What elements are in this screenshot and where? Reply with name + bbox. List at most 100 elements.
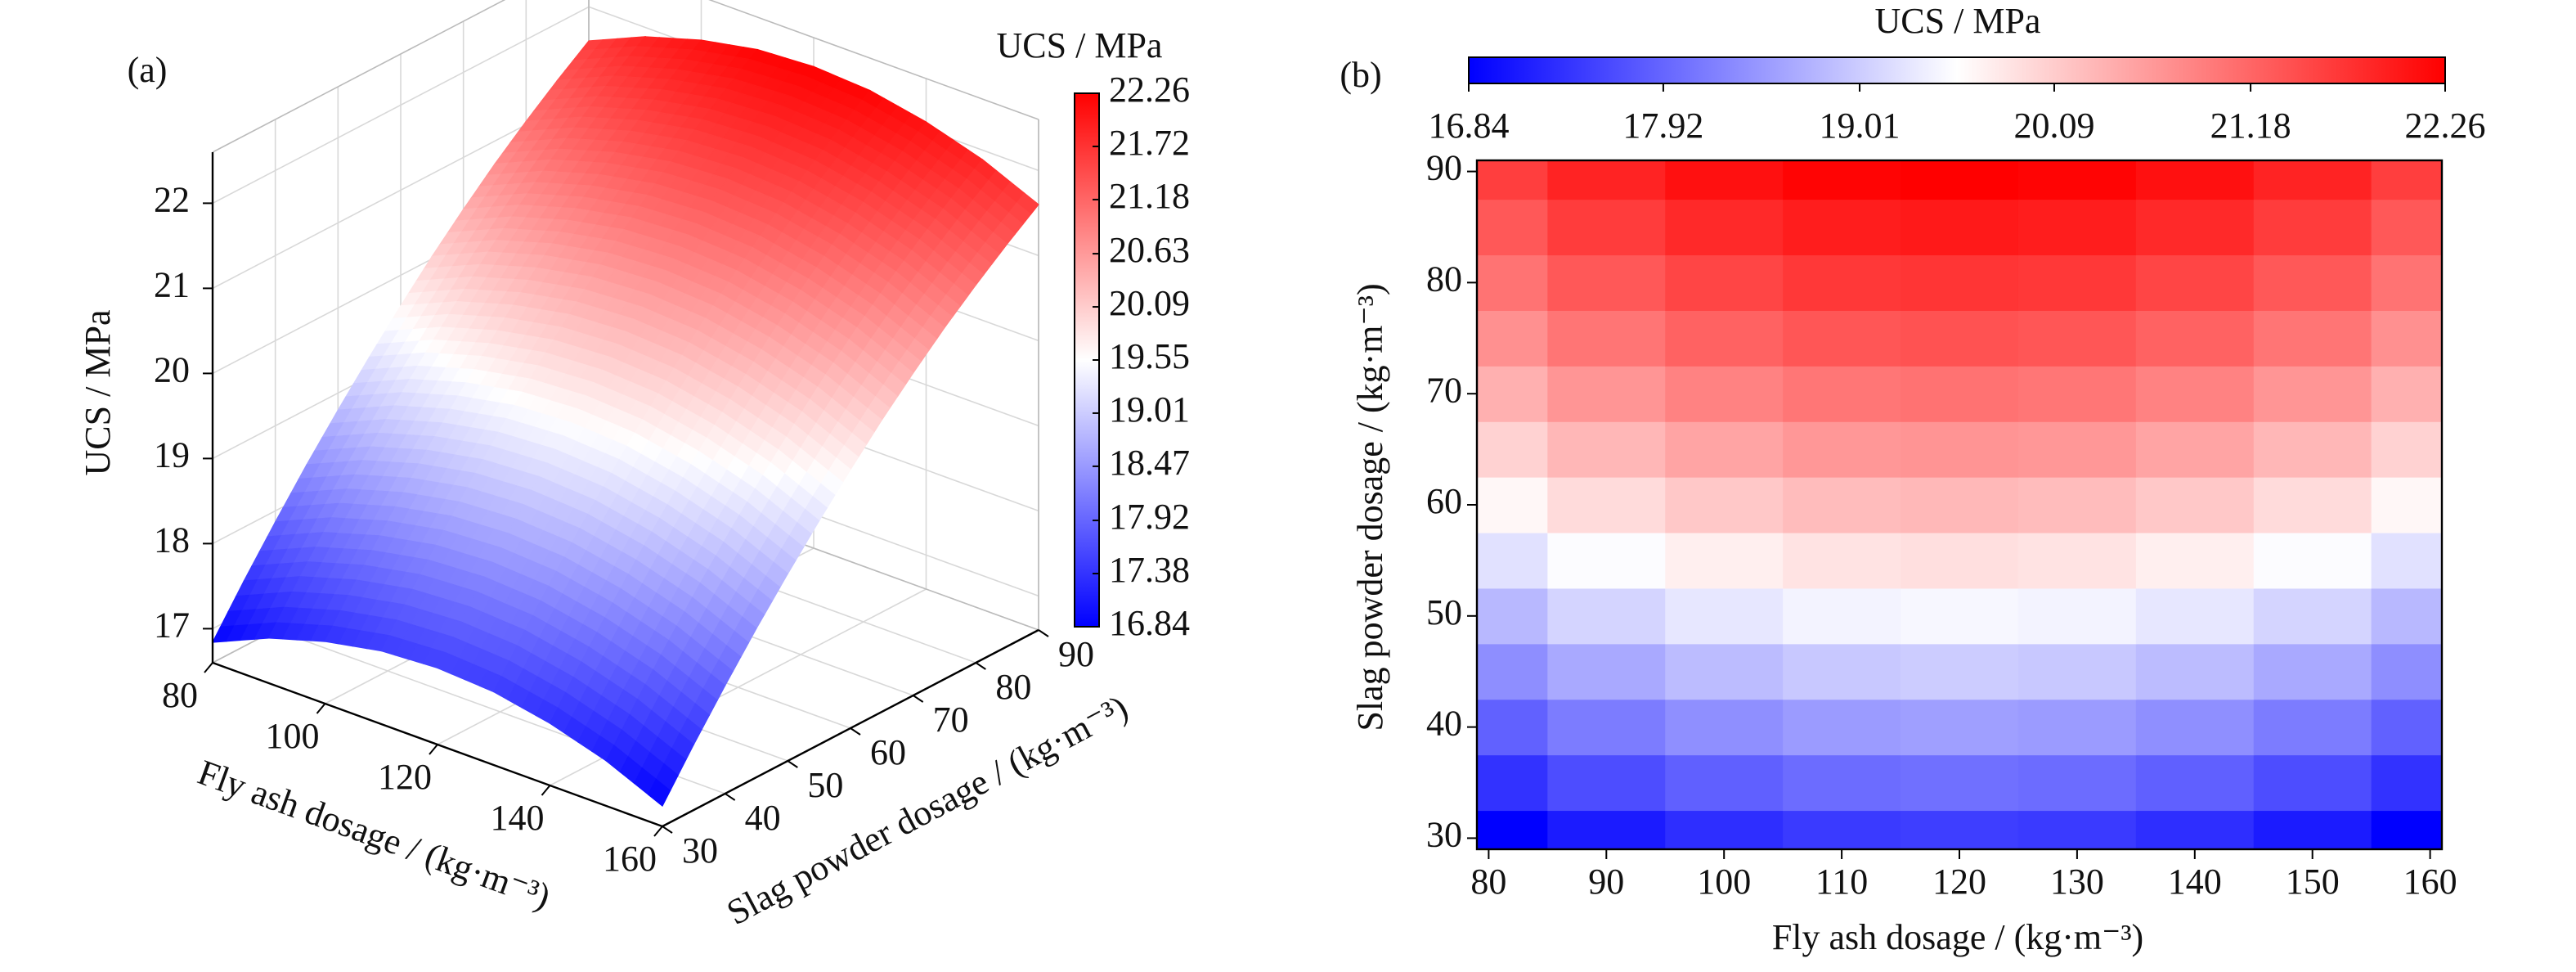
x-tick-label: 80 bbox=[162, 675, 198, 715]
z-tick-label: 18 bbox=[154, 520, 190, 560]
x-tick-label: 100 bbox=[266, 716, 320, 756]
x-tick-label: 160 bbox=[2403, 862, 2457, 902]
heatmap-cell bbox=[2253, 254, 2372, 311]
heatmap-cell bbox=[2371, 810, 2442, 849]
heatmap-cell bbox=[2371, 643, 2442, 700]
heatmap-cell bbox=[1665, 587, 1784, 645]
heatmap-cell bbox=[1547, 160, 1666, 200]
y-tick bbox=[1038, 629, 1049, 637]
heatmap-cell bbox=[1665, 699, 1784, 756]
heatmap-cell bbox=[1783, 477, 1901, 533]
y-tick-label: 80 bbox=[995, 667, 1031, 707]
y-tick bbox=[787, 760, 798, 768]
heatmap-cell bbox=[2253, 754, 2372, 812]
heatmap-cell bbox=[2017, 643, 2137, 700]
heatmap-cell bbox=[2135, 366, 2255, 422]
heatmap-cell bbox=[1547, 254, 1666, 311]
heatmap-cell bbox=[2371, 699, 2442, 756]
y-axis-title: Slag powder dosage / (kg·m⁻³) bbox=[720, 687, 1134, 933]
colorbar-tick-label: 20.09 bbox=[2013, 106, 2094, 146]
heatmap-cell bbox=[2371, 254, 2442, 311]
heatmap-cell bbox=[1547, 699, 1666, 756]
heatmap-cell bbox=[1901, 160, 2019, 200]
heatmap-cell bbox=[2371, 421, 2442, 478]
x-tick-label: 140 bbox=[2168, 862, 2222, 902]
heatmap-cell bbox=[2017, 421, 2137, 478]
heatmap-cell bbox=[1477, 477, 1548, 533]
heatmap-cell bbox=[1665, 643, 1784, 700]
grid-line bbox=[212, 6, 590, 205]
y-tick-label: 30 bbox=[1426, 815, 1462, 855]
y-tick-label: 40 bbox=[745, 798, 781, 838]
heatmap-cells bbox=[1477, 160, 2442, 849]
x-axis-title: Fly ash dosage / (kg·m⁻³) bbox=[1772, 917, 2143, 957]
heatmap-cell bbox=[2135, 160, 2255, 200]
heatmap-cell bbox=[1901, 699, 2019, 756]
heatmap-cell bbox=[1547, 199, 1666, 256]
heatmap-cell bbox=[1665, 810, 1784, 849]
colorbar-title: UCS / MPa bbox=[1875, 1, 2041, 41]
y-tick bbox=[850, 727, 861, 736]
heatmap-cell bbox=[2371, 754, 2442, 812]
heatmap-cell bbox=[2135, 810, 2255, 849]
heatmap-cell bbox=[2135, 643, 2255, 700]
heatmap-cell bbox=[1547, 421, 1666, 478]
x-tick-label: 90 bbox=[1588, 862, 1624, 902]
heatmap-cell bbox=[1783, 310, 1901, 367]
z-tick-label: 19 bbox=[154, 434, 190, 475]
y-tick-label: 90 bbox=[1058, 634, 1094, 674]
colorbar-tick-label: 21.18 bbox=[2210, 106, 2291, 146]
heatmap-cell bbox=[1901, 366, 2019, 422]
heatmap-cell bbox=[1901, 754, 2019, 812]
heatmap-cell bbox=[1783, 754, 1901, 812]
z-tick-label: 20 bbox=[154, 349, 190, 389]
heatmap-cell bbox=[1547, 532, 1666, 589]
surface-patch bbox=[648, 778, 671, 807]
heatmap-cell bbox=[2135, 699, 2255, 756]
heatmap-cell bbox=[1547, 754, 1666, 812]
y-tick-label: 70 bbox=[1426, 370, 1462, 410]
heatmap-cell bbox=[2371, 160, 2442, 200]
heatmap-cell bbox=[1901, 643, 2019, 700]
heatmap-cell bbox=[1665, 254, 1784, 311]
z-tick-label: 21 bbox=[154, 264, 190, 304]
heatmap-cell bbox=[1665, 477, 1784, 533]
heatmap-cell bbox=[2017, 254, 2137, 311]
heatmap-cell bbox=[1665, 421, 1784, 478]
heatmap-cell bbox=[1477, 366, 1548, 422]
heatmap-cell bbox=[1477, 199, 1548, 256]
heatmap-cell bbox=[2253, 810, 2372, 849]
y-tick-label: 50 bbox=[807, 765, 843, 805]
x-tick bbox=[653, 826, 663, 837]
heatmap-cell bbox=[2017, 477, 2137, 533]
heatmap-cell bbox=[1783, 810, 1901, 849]
z-tick-label: 17 bbox=[154, 605, 190, 645]
colorbar-tick-label: 19.01 bbox=[1109, 389, 1190, 430]
heatmap-cell bbox=[1477, 532, 1548, 589]
heatmap-cell bbox=[2253, 310, 2372, 367]
y-tick-label: 90 bbox=[1426, 148, 1462, 188]
heatmap-cell bbox=[1783, 199, 1901, 256]
heatmap-cell bbox=[2017, 810, 2137, 849]
heatmap-cell bbox=[2371, 310, 2442, 367]
colorbar-tick-label: 22.26 bbox=[2405, 106, 2486, 146]
x-tick-label: 130 bbox=[2050, 862, 2104, 902]
colorbar bbox=[1468, 56, 2446, 84]
heatmap-cell bbox=[2017, 310, 2137, 367]
y-tick-label: 60 bbox=[1426, 481, 1462, 521]
colorbar-tick-label: 19.01 bbox=[1820, 106, 1901, 146]
y-tick-label: 50 bbox=[1426, 592, 1462, 632]
x-tick-label: 150 bbox=[2286, 862, 2340, 902]
colorbar-tick-label: 17.92 bbox=[1622, 106, 1703, 146]
heatmap-cell bbox=[2253, 199, 2372, 256]
x-tick bbox=[204, 662, 213, 673]
heatmap-cell bbox=[1547, 643, 1666, 700]
heatmap-cell bbox=[2253, 699, 2372, 756]
z-axis-title: UCS / MPa bbox=[78, 310, 118, 476]
y-axis-title: Slag powder dosage / (kg·m⁻³) bbox=[1350, 283, 1390, 731]
x-tick-label: 140 bbox=[491, 798, 545, 838]
heatmap-cell bbox=[2253, 160, 2372, 200]
heatmap-cell bbox=[1783, 254, 1901, 311]
z-tick-label: 22 bbox=[154, 179, 190, 219]
